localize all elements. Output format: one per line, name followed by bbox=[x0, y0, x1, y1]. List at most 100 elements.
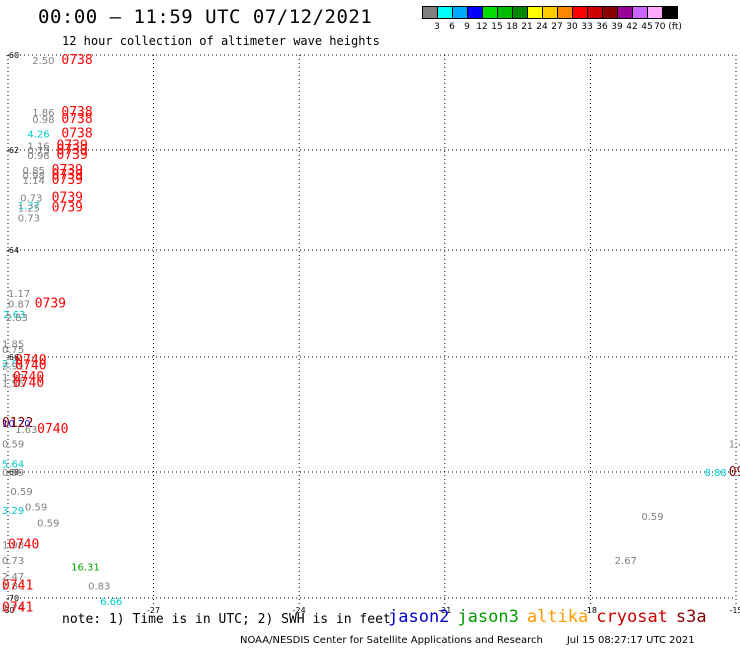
observation-time: 0740 bbox=[15, 353, 46, 368]
observation-time: 0740 bbox=[15, 359, 46, 374]
observation-time: 0739 bbox=[52, 163, 83, 178]
colorbar-labels: 3 6 9 12 15 18 21 24 27 30 33 36 39 42 45 70 (ft) bbox=[422, 22, 740, 34]
credit-line: NOAA/NESDIS Center for Satellite Applica… bbox=[240, 635, 695, 646]
observation-height: 0.73 bbox=[2, 556, 24, 567]
observation-time: 0739 bbox=[35, 297, 66, 312]
observation-height: 6.66 bbox=[100, 597, 122, 608]
observation-height: 1.37 bbox=[18, 201, 40, 212]
observation-height: 4.26 bbox=[27, 129, 49, 140]
observation-height: 1.16 bbox=[27, 141, 49, 152]
lat-tick-label: -66 bbox=[6, 353, 19, 362]
observation-time: 0741 bbox=[2, 578, 33, 593]
observation-height: 2.81 bbox=[2, 359, 24, 370]
colorbar-label: 39 bbox=[611, 22, 623, 32]
colorbar-label: 36 bbox=[596, 22, 608, 32]
observation-height: 0.75 bbox=[2, 345, 24, 356]
timestamp: Jul 15 08:27:17 UTC 2021 bbox=[566, 635, 695, 646]
observation-height: 0.83 bbox=[88, 581, 110, 592]
observation-time: 0739 bbox=[52, 201, 83, 216]
observation-time: 0739 bbox=[57, 148, 88, 163]
colorbar bbox=[422, 6, 678, 20]
satellite-legend: jason2 jason3 altika cryosat s3a bbox=[388, 607, 715, 627]
colorbar-label: 21 bbox=[521, 22, 533, 32]
observation-height: 2.91 bbox=[2, 362, 24, 373]
observation-height: 8.88 bbox=[704, 468, 726, 479]
observation-height: 3.29 bbox=[2, 506, 24, 517]
legend-item-jason3: jason3 bbox=[457, 607, 519, 627]
observation-height: 0.98 bbox=[32, 115, 54, 126]
observation-time: 0738 bbox=[61, 105, 92, 120]
observation-height: 1.86 bbox=[32, 108, 54, 119]
observation-height: 2.47 bbox=[2, 572, 24, 583]
observation-time: 0738 bbox=[61, 53, 92, 68]
observation-height: 10.20 bbox=[2, 419, 31, 430]
colorbar-label: 18 bbox=[506, 22, 518, 32]
lon-tick-label: -24 bbox=[293, 606, 306, 615]
observation-height: 0.59 bbox=[25, 503, 47, 514]
observation-height: 0.98 bbox=[27, 151, 49, 162]
colorbar-label: 33 bbox=[581, 22, 593, 32]
observation-time: 0740 bbox=[37, 422, 68, 437]
colorbar-label: 12 bbox=[476, 22, 488, 32]
legend-item-jason2: jason2 bbox=[388, 607, 450, 627]
observation-height: 2.50 bbox=[32, 56, 54, 67]
observation-time: 0740 bbox=[8, 537, 39, 552]
observation-height: 1.4 bbox=[729, 439, 740, 450]
colorbar-label: 6 bbox=[449, 22, 455, 32]
legend-item-s3a: s3a bbox=[675, 607, 707, 627]
observation-time: 0738 bbox=[61, 112, 92, 127]
lon-tick-label: -21 bbox=[438, 606, 451, 615]
colorbar-label: 9 bbox=[464, 22, 470, 32]
observation-height: 1.17 bbox=[8, 289, 30, 300]
observation-height: 2.67 bbox=[615, 556, 637, 567]
axis-ticks: -60 -62 -64 -66 -68 -70 -30 -27 -24 -21 -18 -15 bbox=[1, 51, 740, 615]
lat-tick-label: -62 bbox=[6, 146, 19, 155]
observation-time: 0740 bbox=[13, 376, 44, 391]
observation-height: 2.63 bbox=[3, 310, 25, 321]
lon-tick-label: -15 bbox=[729, 606, 740, 615]
observation-time: 09 bbox=[729, 465, 740, 480]
observation-time: 0122 bbox=[2, 416, 33, 431]
credit-text: NOAA/NESDIS Center for Satellite Applica… bbox=[240, 635, 543, 646]
observation-height: 1.98 bbox=[2, 540, 24, 551]
observation-time: 0739 bbox=[57, 143, 88, 158]
observation-height: 16.31 bbox=[71, 563, 100, 574]
colorbar-label: 15 bbox=[491, 22, 503, 32]
colorbar-label: 45 bbox=[641, 22, 653, 32]
colorbar-label: 42 bbox=[626, 22, 638, 32]
observation-height: 0.59 bbox=[2, 468, 24, 479]
observation-time: 0738 bbox=[61, 126, 92, 141]
observation-time: 0739 bbox=[57, 138, 88, 153]
lat-tick-label: -60 bbox=[6, 51, 19, 60]
observation-time: 0741 bbox=[2, 600, 33, 615]
page-title: 00:00 — 11:59 UTC 07/12/2021 bbox=[38, 6, 373, 28]
observation-height: 0.87 bbox=[8, 300, 30, 311]
lon-tick-label: -18 bbox=[584, 606, 597, 615]
lon-tick-label: -30 bbox=[1, 606, 14, 615]
observation-height: 1.63 bbox=[15, 425, 37, 436]
observation-time: 0739 bbox=[52, 168, 83, 183]
observation-height: 0.73 bbox=[20, 194, 42, 205]
observation-height: 1.25 bbox=[18, 204, 40, 215]
colorbar-label: 30 bbox=[566, 22, 578, 32]
observation-height: 0.59 bbox=[641, 512, 663, 523]
footer-note: note: 1) Time is in UTC; 2) SWH is in fe… bbox=[62, 612, 391, 627]
observation-height: 2.83 bbox=[6, 313, 28, 324]
observation-height: 0.59 bbox=[37, 518, 59, 529]
lat-tick-label: -70 bbox=[6, 594, 19, 603]
legend-item-altika: altika bbox=[526, 607, 589, 627]
lon-tick-label: -27 bbox=[147, 606, 160, 615]
map-grid bbox=[7, 54, 737, 606]
observation-height: 0.85 bbox=[23, 166, 45, 177]
observation-height: 1.56 bbox=[2, 379, 24, 390]
colorbar-label: 24 bbox=[536, 22, 548, 32]
colorbar-label: 70 (ft) bbox=[654, 22, 682, 32]
observation-height: 2.80 bbox=[2, 581, 24, 592]
lat-tick-label: -68 bbox=[6, 468, 19, 477]
observation-height: 0.73 bbox=[27, 146, 49, 157]
colorbar-label: 27 bbox=[551, 22, 563, 32]
observation-height: 0.73 bbox=[18, 214, 40, 225]
colorbar-swatch bbox=[662, 6, 678, 19]
